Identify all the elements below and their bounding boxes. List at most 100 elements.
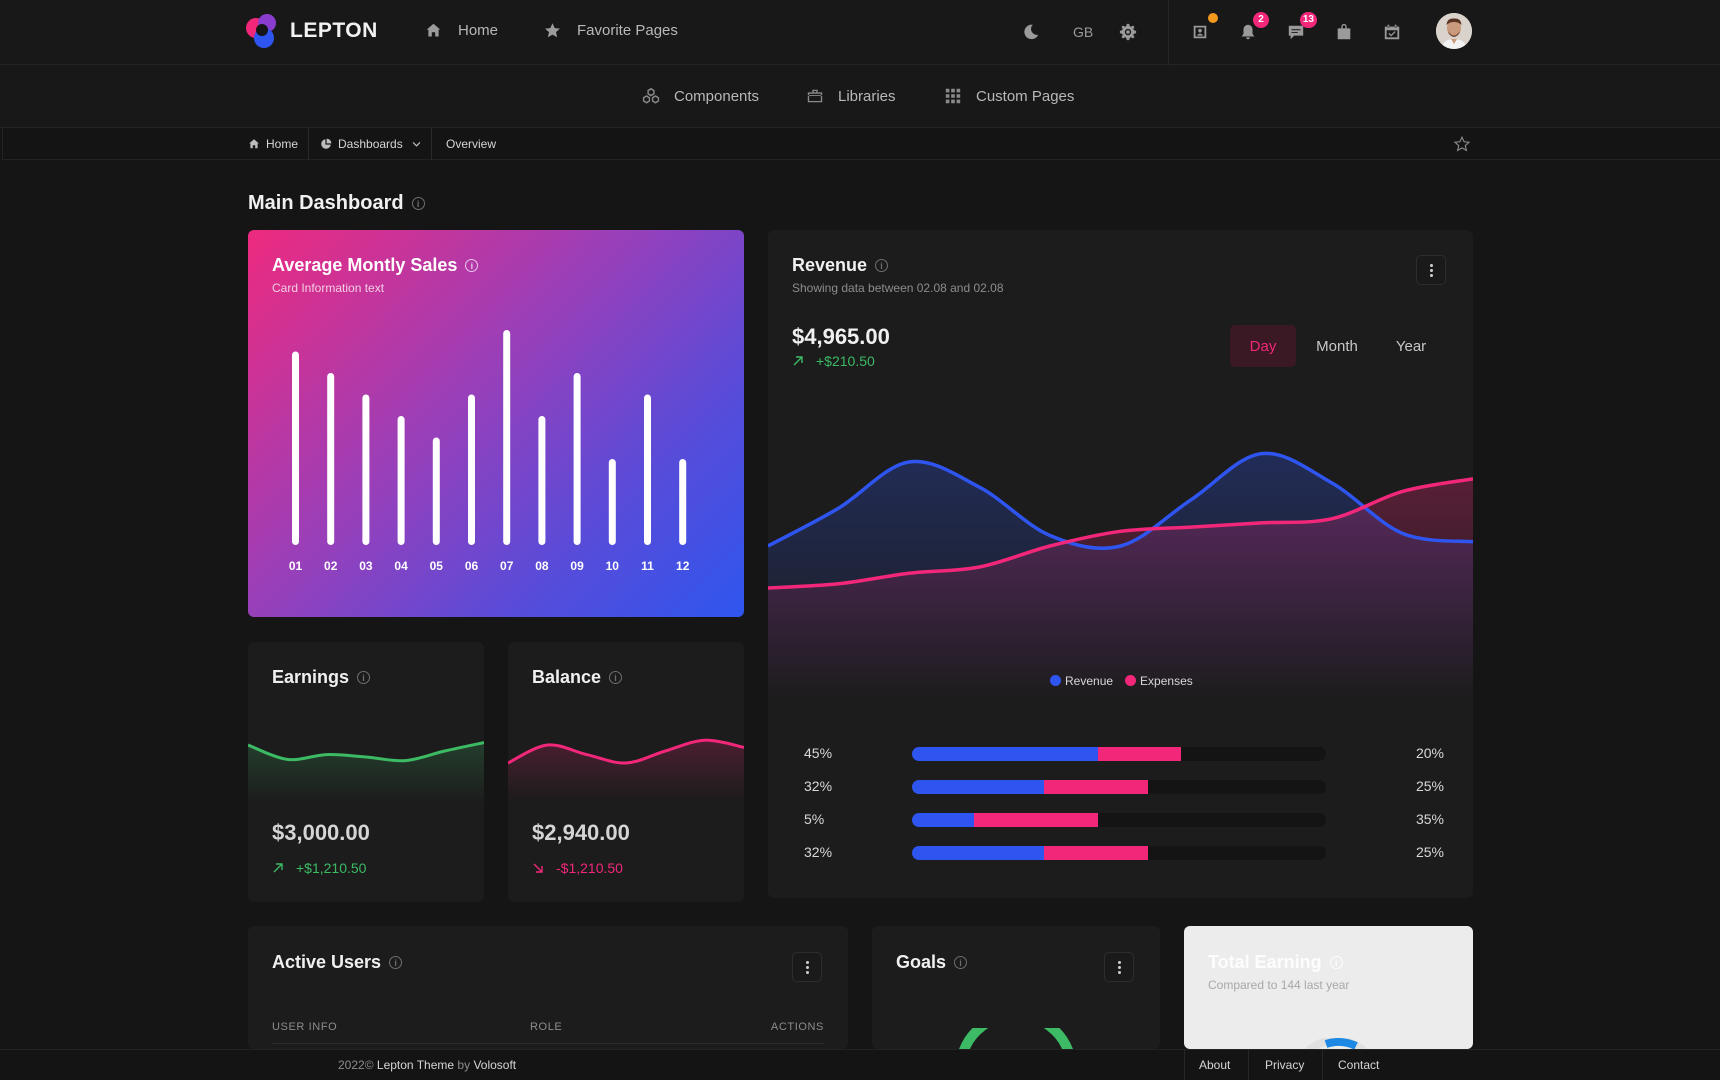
- balance-change-value: -$1,210.50: [556, 860, 623, 876]
- balance-card-title-text: Balance: [532, 667, 602, 687]
- menu-components[interactable]: Components: [642, 87, 759, 105]
- column-header-user-info[interactable]: USER INFO: [272, 1021, 338, 1033]
- breadcrumb-divider: [308, 128, 309, 160]
- earnings-sparkline: [248, 741, 484, 802]
- footer-year: 2022©: [338, 1058, 374, 1072]
- sales-bar: [432, 437, 440, 545]
- sales-x-tick-label: 08: [535, 559, 549, 573]
- sales-x-tick-label: 10: [606, 559, 620, 573]
- info-icon[interactable]: i: [411, 197, 425, 210]
- sales-bar: [362, 394, 370, 545]
- footer-divider: [1248, 1049, 1249, 1080]
- notifications-button[interactable]: 2: [1236, 12, 1269, 44]
- sales-bar: [573, 373, 581, 545]
- column-header-actions[interactable]: ACTIONS: [770, 1021, 824, 1033]
- info-icon[interactable]: i: [954, 956, 968, 969]
- menu-libraries[interactable]: Libraries: [806, 87, 896, 105]
- goals-more-button[interactable]: [1104, 952, 1134, 982]
- sales-card-title: Average Montly Sales i: [272, 255, 479, 276]
- legend-expenses-label: Expenses: [1140, 674, 1193, 688]
- language-selector[interactable]: GB: [1073, 24, 1094, 40]
- footer: [0, 1049, 1720, 1080]
- goals-title: Goals i: [896, 952, 968, 973]
- earnings-amount: $3,000.00: [272, 820, 370, 845]
- user-avatar[interactable]: [1436, 13, 1472, 49]
- revenue-progress-bar: [912, 747, 1326, 761]
- moon-icon: [1024, 24, 1039, 40]
- footer-link-privacy[interactable]: Privacy: [1265, 1057, 1305, 1072]
- progress-segment-revenue: [912, 780, 1045, 794]
- revenue-area-chart: [768, 451, 1473, 700]
- revenue-card-title-text: Revenue: [792, 255, 868, 275]
- column-header-role[interactable]: ROLE: [530, 1021, 563, 1033]
- sales-x-tick-label: 03: [359, 559, 373, 573]
- footer-link-about[interactable]: About: [1199, 1057, 1231, 1072]
- goals-card: Goals i: [872, 926, 1160, 1049]
- gear-icon: [1119, 23, 1137, 41]
- legend-revenue-label: Revenue: [1065, 674, 1114, 688]
- revenue-legend: Revenue Expenses: [1050, 674, 1193, 688]
- revenue-progress-bar: [912, 813, 1326, 827]
- sales-bar: [292, 351, 299, 545]
- breadcrumb-home[interactable]: Home: [248, 128, 298, 160]
- grid-icon: [945, 88, 961, 104]
- info-icon[interactable]: i: [389, 956, 403, 969]
- legend-revenue[interactable]: Revenue: [1050, 674, 1113, 688]
- nav-home[interactable]: Home: [425, 22, 498, 39]
- info-icon[interactable]: i: [357, 671, 371, 684]
- chat-icon: [1288, 25, 1304, 40]
- nav-favorite-pages[interactable]: Favorite Pages: [544, 22, 678, 39]
- total-earning-subtitle: Compared to 144 last year: [1208, 978, 1350, 992]
- app-logo[interactable]: LEPTON: [246, 14, 378, 48]
- progress-segment-expenses: [1044, 846, 1148, 860]
- breadcrumb-divider: [431, 128, 432, 160]
- dark-mode-toggle[interactable]: [1019, 20, 1043, 44]
- footer-company-link[interactable]: Volosoft: [473, 1058, 517, 1072]
- period-tab-month[interactable]: Month: [1316, 337, 1358, 355]
- revenue-card-subtitle: Showing data between 02.08 and 02.08: [792, 281, 1004, 295]
- messages-button[interactable]: 13: [1284, 12, 1317, 44]
- star-outline-icon: [1453, 135, 1471, 152]
- arrow-down-right-icon: [533, 863, 543, 873]
- row-right-percent: 35%: [1415, 811, 1444, 827]
- active-users-title: Active Users i: [272, 952, 403, 973]
- legend-expenses[interactable]: Expenses: [1125, 674, 1193, 688]
- goals-title-text: Goals: [896, 952, 947, 972]
- chevron-down-icon: [412, 141, 421, 147]
- info-icon[interactable]: i: [465, 259, 479, 272]
- main-menu-bar: [0, 65, 1720, 128]
- shop-button[interactable]: [1332, 20, 1356, 44]
- sales-bar: [644, 394, 651, 545]
- settings-button[interactable]: [1116, 20, 1140, 44]
- balance-sparkline-area: [508, 740, 744, 802]
- earnings-card-title: Earnings i: [272, 667, 371, 688]
- revenue-more-button[interactable]: [1416, 255, 1446, 285]
- active-users-more-button[interactable]: [792, 952, 822, 982]
- progress-segment-revenue: [912, 747, 1099, 761]
- balance-change: -$1,210.50: [532, 860, 623, 876]
- info-icon[interactable]: i: [609, 671, 623, 684]
- revenue-breakdown-row: 45% 20%: [804, 744, 1444, 764]
- progress-segment-expenses: [1098, 747, 1182, 761]
- revenue-amount: $4,965.00: [792, 324, 890, 349]
- breadcrumb-dashboards-label: Dashboards: [338, 137, 403, 151]
- expenses-area: [768, 478, 1473, 700]
- revenue-breakdown-row: 32% 25%: [804, 777, 1444, 797]
- page-title-text: Main Dashboard: [248, 192, 404, 214]
- menu-custom-pages[interactable]: Custom Pages: [944, 87, 1074, 105]
- total-earning-title-text: Total Earning: [1208, 952, 1322, 972]
- period-tab-year[interactable]: Year: [1395, 337, 1427, 355]
- active-users-card: Active Users i USER INFO ROLE ACTIONS: [248, 926, 848, 1049]
- favorite-page-button[interactable]: [1453, 135, 1471, 152]
- user-status-button[interactable]: [1188, 11, 1220, 44]
- calendar-button[interactable]: [1380, 20, 1404, 44]
- revenue-breakdown-row: 32% 25%: [804, 843, 1444, 863]
- footer-product-link[interactable]: Lepton Theme: [376, 1058, 455, 1072]
- period-tab-day[interactable]: Day: [1230, 325, 1296, 367]
- info-icon[interactable]: i: [875, 259, 889, 272]
- sales-x-tick-label: 06: [465, 559, 479, 573]
- breadcrumb-dashboards[interactable]: Dashboards: [320, 128, 422, 160]
- sales-x-tick-label: 07: [500, 559, 514, 573]
- info-icon[interactable]: i: [1329, 956, 1343, 969]
- footer-link-contact[interactable]: Contact: [1338, 1057, 1380, 1072]
